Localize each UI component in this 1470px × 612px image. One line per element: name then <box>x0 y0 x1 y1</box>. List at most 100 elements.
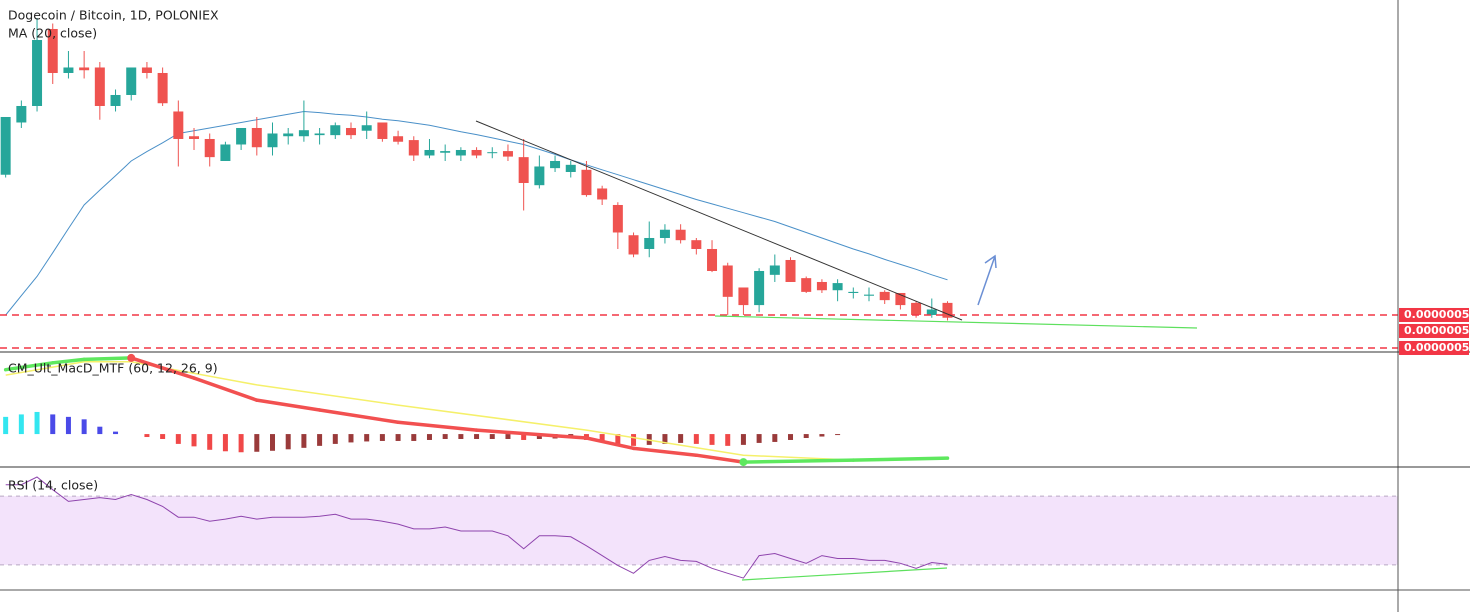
rsi-band <box>0 496 1398 565</box>
candle-body <box>471 149 482 156</box>
histogram-bar <box>317 434 323 446</box>
histogram-bar <box>144 434 150 438</box>
candle-body <box>926 309 937 315</box>
candle-body <box>94 67 105 106</box>
histogram-bar <box>615 434 621 445</box>
last-price-box <box>1399 323 1469 338</box>
macd-line-segment <box>3 361 55 372</box>
candle-body <box>502 151 513 157</box>
candle-body <box>848 291 859 293</box>
histogram-bar <box>725 434 731 446</box>
candle-body <box>487 152 498 154</box>
candle-body <box>377 122 388 139</box>
candle-body <box>518 157 529 183</box>
candle-body <box>393 136 404 142</box>
histogram-bar <box>97 426 103 435</box>
candle-body <box>314 133 325 136</box>
candle-body <box>141 67 152 73</box>
histogram-bar <box>285 434 291 450</box>
candle-body <box>628 235 639 255</box>
label-layer: 0.00000056 0.00000056 0.00000050 <box>1399 307 1470 355</box>
macd-line-segment <box>255 398 322 412</box>
candle-body <box>565 164 576 172</box>
candle-body <box>345 127 356 136</box>
candle-body <box>440 151 451 153</box>
histogram-bar <box>207 434 213 450</box>
histogram-bar <box>254 434 260 452</box>
rsi-line <box>5 476 948 579</box>
candle-body <box>722 265 733 297</box>
macd-line-segment <box>50 357 86 365</box>
candle-body <box>785 259 796 282</box>
macd-line-segment <box>584 436 636 451</box>
histogram-bar <box>599 434 605 442</box>
histogram-bar <box>505 434 511 439</box>
pane-title: RSI (14, close) <box>8 478 98 493</box>
candle-body <box>63 67 74 73</box>
histogram-bar <box>364 434 370 442</box>
histogram-bar <box>709 434 715 445</box>
price-level-label: 0.00000050 <box>1404 341 1470 354</box>
grid-layer <box>0 495 1398 566</box>
plot-layer <box>0 17 1398 579</box>
candle-body <box>32 39 43 106</box>
candle-body <box>173 111 184 139</box>
macd-cross-dot <box>127 353 136 362</box>
histogram-bar <box>474 434 480 439</box>
candle-body <box>424 149 435 156</box>
histogram-bar <box>803 434 809 439</box>
histogram-bar <box>756 434 762 443</box>
histogram-bar <box>662 434 668 444</box>
histogram-bar <box>113 431 119 435</box>
histogram-bar <box>34 411 40 435</box>
histogram-bar <box>788 434 794 440</box>
histogram-bar <box>238 434 244 453</box>
histogram-bar <box>740 434 746 445</box>
candle-body <box>707 248 718 271</box>
candle-body <box>675 229 686 241</box>
histogram-bar <box>536 434 542 439</box>
candle-body <box>644 237 655 249</box>
candle-body <box>361 125 372 131</box>
histogram-bar <box>835 434 841 436</box>
candle-body <box>236 127 247 145</box>
histogram-bar <box>379 434 385 441</box>
macd-line-segment <box>631 446 699 457</box>
histogram-bar <box>426 434 432 440</box>
support-line <box>714 315 1198 329</box>
histogram-bar <box>191 434 197 447</box>
candle-body <box>283 133 294 137</box>
signal-line <box>5 361 948 461</box>
histogram-bar <box>348 434 354 443</box>
candle-body <box>691 240 702 249</box>
histogram-bar <box>395 434 401 441</box>
chart-title: Dogecoin / Bitcoin, 1D, POLONIEX <box>8 8 219 23</box>
histogram-bar <box>458 434 464 439</box>
arrow <box>977 254 997 306</box>
candle-body <box>550 160 561 169</box>
trend-line <box>475 120 963 321</box>
macd-line-segment <box>474 428 589 440</box>
histogram-bar <box>411 434 417 441</box>
histogram-bar <box>50 414 56 435</box>
macd-cross-dot <box>739 458 748 467</box>
histogram-bar <box>631 434 637 446</box>
price-level-box <box>1399 340 1469 355</box>
histogram-bar <box>693 434 699 444</box>
histogram-bar <box>521 434 527 440</box>
candle-body <box>612 204 623 233</box>
macd-line-segment <box>192 376 259 402</box>
candle-body <box>408 140 419 156</box>
candle-body <box>942 302 953 318</box>
candle-body <box>251 127 262 148</box>
candle-body <box>597 188 608 200</box>
price-level-box <box>1399 307 1469 322</box>
candle-body <box>895 292 906 306</box>
candle-body <box>0 116 11 175</box>
price-level-label: 0.00000056 <box>1404 308 1470 321</box>
moving-average-line <box>5 110 948 316</box>
candle-body <box>581 169 592 196</box>
histogram-bar <box>489 434 495 439</box>
